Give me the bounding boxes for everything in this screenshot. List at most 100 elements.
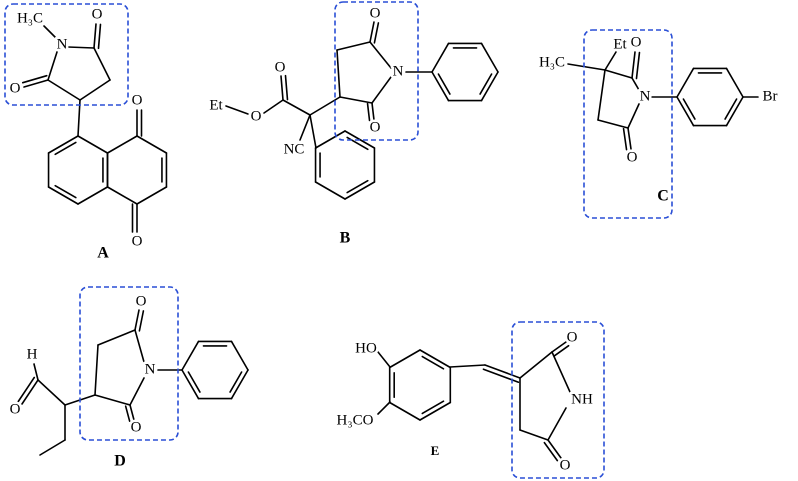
atom-label: NH [571, 391, 593, 407]
bond [106, 186, 138, 205]
compound-label: B [340, 230, 351, 247]
atom-label: N [145, 361, 156, 377]
atom-label: N [57, 36, 68, 52]
bond [547, 407, 567, 441]
bond [725, 67, 744, 98]
bond [336, 49, 341, 98]
bond [437, 73, 451, 95]
atom-label: Et [613, 36, 627, 52]
bond [366, 102, 371, 122]
bond [54, 184, 77, 199]
bond [77, 186, 109, 205]
atom-label: O [251, 108, 262, 124]
bond [519, 351, 553, 379]
bond [47, 79, 81, 101]
bond [282, 99, 311, 116]
atom-label: H₃C [539, 54, 565, 70]
bond [97, 329, 136, 346]
bond [299, 114, 311, 141]
bond [431, 42, 450, 73]
bond [33, 363, 39, 381]
bond [138, 310, 145, 332]
bond [627, 127, 632, 150]
bonds [17, 21, 759, 462]
bond [336, 41, 371, 51]
bond [627, 103, 640, 129]
bond [47, 51, 58, 81]
bond [23, 79, 49, 88]
highlight-box [334, 1, 419, 141]
bond [371, 102, 375, 121]
bond [631, 51, 636, 79]
bond [134, 329, 145, 363]
compound-label: E [431, 443, 440, 458]
bond [280, 75, 284, 101]
bond [79, 79, 111, 101]
atom-label: O [132, 233, 143, 249]
bond [67, 46, 95, 49]
bond [93, 23, 97, 49]
atom-label: O [370, 5, 381, 21]
bond [344, 181, 376, 200]
bond [421, 355, 445, 370]
bond [284, 74, 289, 101]
atom-label: O [560, 457, 571, 473]
bond [676, 67, 695, 98]
compound-label: C [657, 188, 669, 205]
bond [309, 96, 341, 116]
bond [622, 127, 628, 151]
bond [225, 105, 249, 115]
atom-label: H₃C [17, 10, 43, 26]
bond [635, 51, 641, 80]
bond [604, 51, 617, 71]
bond [309, 114, 317, 149]
bond [54, 141, 77, 156]
bond [519, 429, 549, 441]
bond [449, 364, 486, 368]
bond [187, 371, 201, 393]
atom-label: H [27, 346, 38, 362]
bond [263, 99, 284, 114]
bond [77, 135, 109, 154]
bond [94, 344, 99, 396]
bond [230, 340, 249, 371]
bond [419, 401, 452, 421]
atom-label: O [92, 6, 103, 22]
bond [129, 377, 145, 406]
bond [77, 99, 81, 137]
atom-label: O [132, 92, 143, 108]
atom-label: O [631, 34, 642, 50]
bond [106, 135, 138, 154]
atom-label: N [393, 63, 404, 79]
bond [47, 135, 79, 154]
bond [377, 401, 391, 415]
bond [369, 21, 375, 43]
bond [314, 130, 346, 149]
atom-label: Br [763, 88, 778, 104]
bond [388, 349, 421, 369]
bond [97, 23, 102, 50]
bond [725, 96, 744, 127]
bond [631, 77, 640, 91]
bond [94, 394, 131, 406]
bond [419, 349, 452, 369]
bond [597, 119, 629, 129]
bond [346, 179, 369, 194]
bond [47, 186, 79, 205]
bond [134, 309, 140, 331]
bond [136, 135, 168, 154]
bond [21, 379, 39, 405]
bond [682, 98, 696, 120]
bond [371, 76, 392, 104]
atom-label: O [370, 119, 381, 135]
atom-label: O [10, 80, 21, 96]
atom-label: O [136, 293, 147, 309]
bond [21, 74, 48, 84]
atom-labels: H₃C N O O O O A O N O O Et O NC B Et H₃C… [7, 3, 780, 476]
bond [314, 181, 346, 200]
bond [377, 351, 391, 368]
bond [181, 340, 200, 371]
atom-label: O [10, 401, 21, 417]
bond [604, 69, 633, 79]
bond [124, 405, 131, 422]
